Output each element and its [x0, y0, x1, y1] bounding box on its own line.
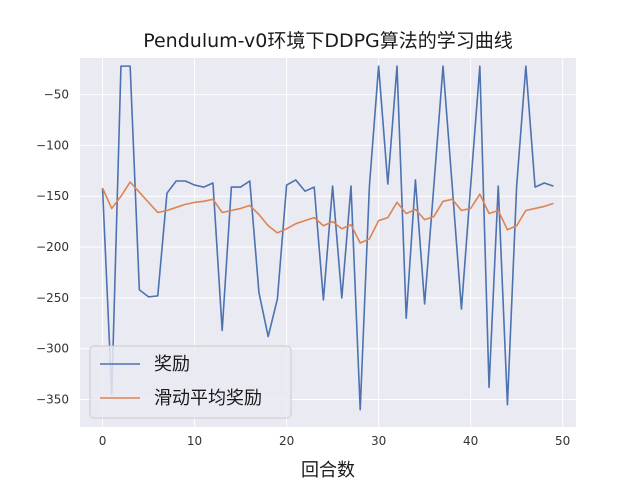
y-tick-label: −100	[36, 138, 69, 152]
x-tick-label: 30	[371, 434, 386, 448]
x-axis-label: 回合数	[301, 460, 355, 480]
legend: 奖励 滑动平均奖励	[89, 345, 292, 419]
x-tick-label: 20	[279, 434, 294, 448]
series-line-reward	[101, 65, 554, 411]
chart-title: Pendulum-v0环境下DDPG算法的学习曲线	[143, 30, 513, 52]
y-tick-label: −150	[36, 189, 69, 203]
y-axis-ticks: −50 −100 −150 −200 −250 −300 −350	[36, 88, 69, 407]
series-layer	[101, 65, 554, 411]
x-axis-ticks: 0 10 20 30 40 50	[99, 434, 571, 448]
legend-box	[89, 345, 292, 419]
y-tick-label: −50	[44, 88, 69, 102]
y-tick-label: −300	[36, 342, 69, 356]
y-tick-label: −200	[36, 240, 69, 254]
x-tick-label: 40	[463, 434, 478, 448]
x-tick-label: 0	[99, 434, 107, 448]
series-line-moving-average	[101, 181, 554, 244]
x-tick-label: 50	[555, 434, 570, 448]
y-tick-label: −250	[36, 291, 69, 305]
legend-label-ma-reward: 滑动平均奖励	[154, 388, 262, 409]
x-tick-label: 10	[187, 434, 202, 448]
y-tick-label: −350	[36, 393, 69, 407]
legend-label-reward: 奖励	[154, 354, 190, 375]
